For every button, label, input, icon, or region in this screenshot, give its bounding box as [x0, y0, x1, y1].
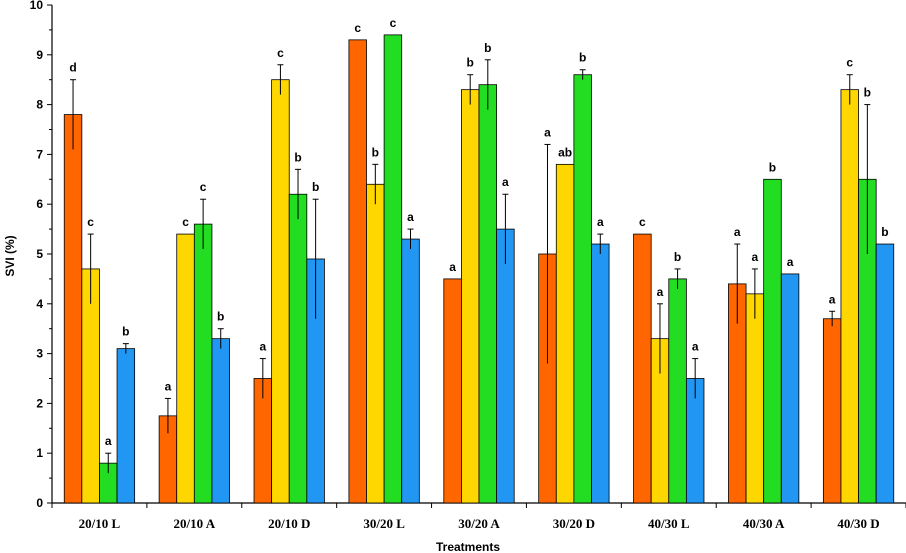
y-axis-title: SVI (%) [3, 235, 17, 276]
bar [401, 238, 420, 504]
y-tick-label: 3 [36, 347, 43, 361]
y-tick-label: 4 [36, 297, 43, 311]
x-tick-label: 20/10 L [79, 516, 121, 531]
significance-label: b [579, 51, 586, 65]
x-tick-label: 40/30 D [837, 516, 879, 531]
significance-label: a [787, 255, 794, 269]
significance-label: c [182, 215, 189, 229]
bar [478, 84, 498, 504]
x-axis-title: Treatments [436, 540, 500, 553]
bar [211, 338, 230, 504]
y-tick-label: 10 [30, 0, 44, 12]
y-tick-label: 1 [36, 446, 43, 460]
bar [496, 228, 515, 504]
significance-label: ab [558, 145, 572, 159]
significance-label: a [657, 285, 664, 299]
bar [822, 318, 842, 504]
y-tick-label: 0 [36, 496, 43, 510]
significance-label: b [674, 250, 681, 264]
bar [366, 183, 385, 504]
error-bars [70, 59, 871, 474]
bar [840, 89, 859, 504]
y-tick-label: 2 [36, 396, 43, 410]
bar [555, 163, 575, 504]
x-tick-label: 40/30 A [743, 516, 785, 531]
significance-label: a [752, 250, 759, 264]
significance-label: a [544, 125, 551, 139]
significance-label: c [87, 215, 94, 229]
bar [443, 278, 462, 504]
bar [591, 243, 610, 504]
significance-label: b [864, 86, 871, 100]
significance-label: c [277, 46, 284, 60]
y-tick-label: 6 [36, 197, 43, 211]
x-tick-label: 30/20 A [458, 516, 500, 531]
x-tick-label: 40/30 L [648, 516, 690, 531]
significance-label: a [259, 340, 266, 354]
y-tick-label: 9 [36, 48, 43, 62]
y-tick-label: 8 [36, 98, 43, 112]
significance-label: a [502, 175, 509, 189]
significance-label: c [354, 21, 361, 35]
significance-label: b [769, 160, 776, 174]
significance-label: d [69, 61, 76, 75]
significance-label: a [165, 379, 172, 393]
significance-label: a [692, 340, 699, 354]
significance-label: c [200, 180, 207, 194]
y-tick-label: 5 [36, 247, 43, 261]
x-axis: 20/10 L 20/10 A 20/10 D 30/20 L 30/20 A 30/20… [51, 502, 906, 531]
bar [460, 89, 480, 504]
significance-label: a [597, 215, 604, 229]
significance-label: c [639, 215, 646, 229]
bar [875, 243, 895, 504]
x-tick-label: 30/20 L [363, 516, 405, 531]
bar [116, 348, 136, 504]
significance-label: b [312, 180, 319, 194]
bar [383, 34, 403, 504]
x-tick-label: 20/10 D [268, 516, 310, 531]
x-tick-label: 30/20 D [553, 516, 595, 531]
significance-label: a [829, 292, 836, 306]
bar [63, 114, 83, 504]
significance-label: b [217, 310, 224, 324]
bar [633, 233, 652, 504]
bar [288, 193, 308, 504]
y-tick-label: 7 [36, 147, 43, 161]
bar [176, 233, 195, 504]
significance-label: b [484, 41, 491, 55]
bar [780, 273, 800, 504]
significance-label: a [105, 434, 112, 448]
bar [348, 39, 367, 504]
y-axis: 0 1 2 3 4 5 6 7 8 9 10 [30, 0, 53, 510]
bar [668, 278, 687, 504]
bar [193, 223, 213, 504]
bars [63, 34, 895, 504]
bar [573, 74, 592, 504]
significance-label: b [122, 325, 129, 339]
x-tick-label: 20/10 A [174, 516, 216, 531]
significance-label: c [846, 56, 853, 70]
significance-label: c [390, 16, 397, 30]
significance-label: a [734, 225, 741, 239]
bar [763, 178, 782, 504]
significance-label: b [294, 150, 301, 164]
significance-label: b [467, 56, 474, 70]
significance-label: a [407, 210, 414, 224]
significance-label: b [372, 145, 379, 159]
bar [81, 268, 100, 504]
significance-label: a [449, 260, 456, 274]
bar [745, 293, 765, 504]
bar [271, 79, 290, 504]
significance-label: b [881, 225, 888, 239]
